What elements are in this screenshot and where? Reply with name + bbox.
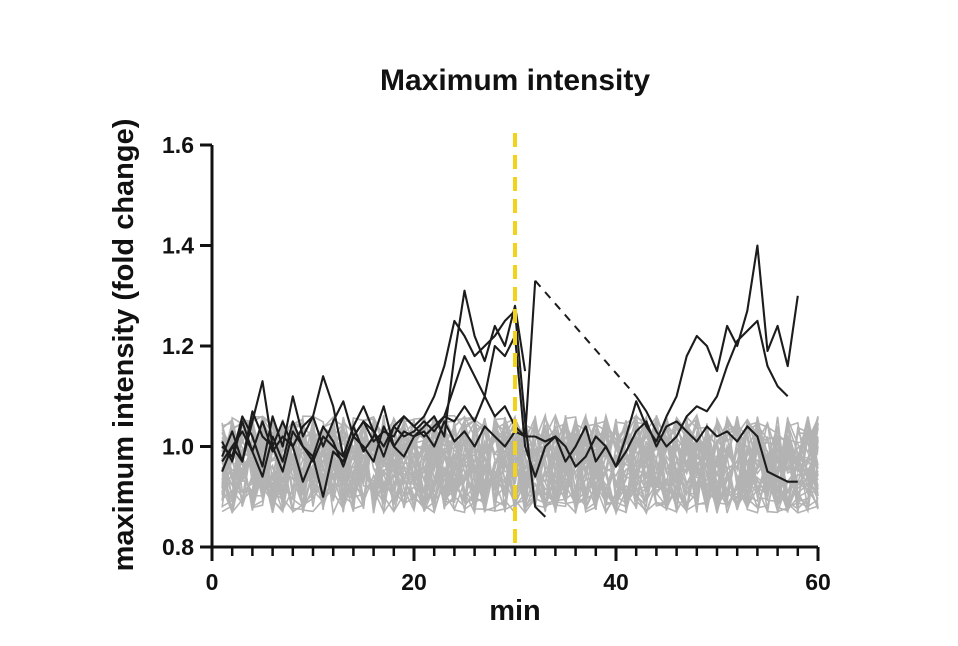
x-tick-label: 40 — [603, 569, 629, 595]
y-tick-label: 1.4 — [162, 233, 194, 259]
highlight-trace — [221, 420, 798, 483]
background-traces — [221, 412, 819, 517]
y-tick-label: 1.2 — [162, 333, 194, 359]
x-tick-label: 20 — [401, 569, 427, 595]
highlight-traces — [221, 244, 799, 518]
background-trace — [221, 416, 819, 515]
background-trace — [221, 413, 819, 512]
gap-dashed-segment — [534, 280, 637, 397]
background-trace — [221, 416, 819, 513]
y-tick-label: 1.0 — [162, 434, 194, 460]
highlight-trace — [221, 289, 527, 468]
highlight-trace — [221, 244, 799, 478]
y-axis-label: maximum intensity (fold change) — [108, 119, 140, 572]
x-tick-label: 0 — [206, 569, 219, 595]
chart-title: Maximum intensity — [380, 64, 650, 97]
x-axis-label: min — [489, 595, 541, 627]
y-axis: 0.8 1.0 1.2 1.4 1.6 — [162, 132, 214, 560]
x-tick-label: 60 — [805, 569, 831, 595]
y-tick-label: 1.6 — [162, 132, 194, 158]
y-tick-label: 0.8 — [162, 534, 194, 560]
x-axis: 0 20 40 60 — [206, 545, 831, 595]
